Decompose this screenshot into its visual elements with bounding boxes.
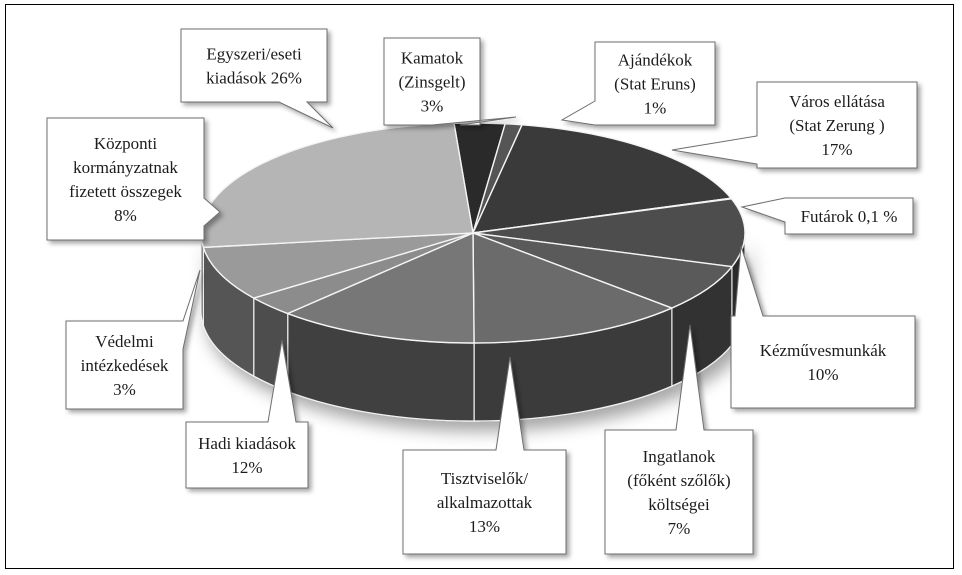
slice-label-10-line-0: Egyszeri/eseti: [206, 45, 302, 64]
slice-label-0-line-1: (Zinsgelt): [398, 73, 465, 92]
slice-label-2-line-1: (Stat Zerung ): [789, 116, 884, 135]
slice-label-5-line-3: 7%: [668, 519, 691, 538]
slice-label-8-line-2: 3%: [113, 380, 136, 399]
slice-label-6-line-0: Tisztviselők/: [441, 469, 529, 488]
callout-box-4: [730, 245, 916, 409]
callout-box-8: [65, 269, 201, 410]
slice-label-9-line-1: kormányzatnak: [73, 158, 178, 177]
callout-box-7: [185, 339, 309, 489]
pie-slice-7: [287, 232, 475, 344]
pie-top-faces: [200, 122, 746, 344]
pie-slice-9: [202, 232, 474, 299]
slice-label-7-line-0: Hadi kiadások: [198, 434, 296, 453]
callout-6: Tisztviselők/alkalmazottak 13%: [402, 356, 567, 555]
callout-10: Egyszeri/eseti kiadások 26%: [180, 28, 334, 129]
pie-slice-5: [472, 232, 733, 309]
slice-label-3-line-0: Futárok 0,1 %: [801, 207, 898, 226]
callout-box-3: [740, 197, 914, 235]
slice-label-6-line-2: 13%: [469, 517, 500, 536]
slice-label-1-line-2: 1%: [644, 99, 667, 118]
pie-slice-10: [200, 122, 474, 249]
slice-label-9-line-2: fizetett összegek: [69, 182, 182, 201]
slice-label-9-line-3: 8%: [114, 206, 137, 225]
callout-0: Kamatok (Zinsgelt) 3%: [383, 37, 517, 126]
callout-box-2: [671, 81, 918, 169]
callout-3: Futárok 0,1 %: [740, 197, 914, 235]
slice-label-1-line-1: (Stat Eruns): [614, 75, 696, 94]
pie-slice-6: [472, 232, 673, 344]
callout-2: Város ellátása (Stat Zerung ) 17%: [671, 81, 918, 169]
slice-label-1-line-0: Ajándékok: [618, 51, 693, 70]
callout-box-5: [604, 324, 754, 555]
slice-label-5-line-0: Ingatlanok: [643, 447, 716, 466]
slice-label-4-line-1: 10%: [807, 365, 838, 384]
slice-label-8-line-1: intézkedések: [81, 356, 169, 375]
slice-label-0-line-0: Kamatok: [401, 49, 464, 68]
slice-label-6-line-1: alkalmazottak: [437, 493, 533, 512]
slice-label-8-line-0: Védelmi: [95, 332, 154, 351]
callout-7: Hadi kiadások 12%: [185, 339, 309, 489]
callout-box-6: [402, 356, 567, 555]
slice-label-2-line-2: 17%: [821, 140, 852, 159]
callout-box-0: [383, 37, 517, 126]
slice-label-2-line-0: Város ellátása: [789, 92, 885, 111]
callout-8: Védelmi intézkedések 3%: [65, 269, 201, 410]
callout-5: Ingatlanok (főként szőlők) költségei 7%: [604, 324, 754, 555]
slice-label-0-line-2: 3%: [421, 97, 444, 116]
pie-slice-2: [472, 124, 732, 234]
callout-layer: Kamatok (Zinsgelt) 3% Ajándékok (Stat Eruns)…: [46, 28, 918, 555]
slice-label-10-line-1: kiadások 26%: [206, 69, 302, 88]
callout-1: Ajándékok (Stat Eruns) 1%: [560, 41, 716, 126]
callout-box-10: [180, 28, 334, 129]
callout-box-9: [46, 117, 221, 241]
slice-label-7-line-1: 12%: [231, 458, 262, 477]
slice-label-4-line-0: Kézművesmunkák: [760, 341, 887, 360]
callout-4: Kézművesmunkák 10%: [730, 245, 916, 409]
pie-slice-4: [472, 198, 746, 268]
callout-9: Központi kormányzatnak fizetett összegek 8%: [46, 117, 221, 241]
slice-label-9-line-0: Központi: [94, 134, 158, 153]
slice-label-5-line-2: költségei: [648, 495, 710, 514]
slice-label-5-line-1: (főként szőlők): [627, 471, 730, 490]
callout-box-1: [560, 41, 716, 126]
